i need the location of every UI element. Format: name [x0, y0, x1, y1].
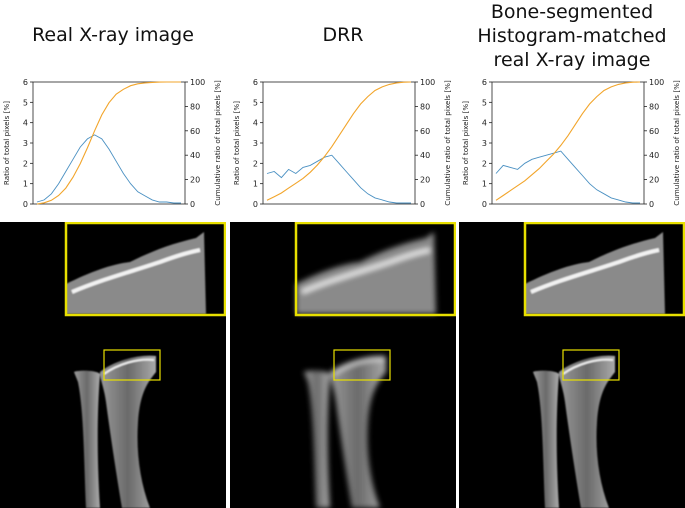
right-tick-label: 60	[649, 127, 659, 136]
panel-matched-xray: Bone-segmented Histogram-matched real X-…	[459, 0, 685, 508]
panel-title: Real X-ray image	[0, 24, 226, 46]
left-tick-label: 0	[253, 200, 258, 209]
left-tick-label: 0	[23, 200, 28, 209]
zoomed-inset	[294, 222, 456, 317]
left-tick-label: 2	[482, 159, 487, 168]
cumulative-series-line	[495, 81, 641, 201]
right-tick-label: 80	[190, 102, 200, 111]
panel-title-line: real X-ray image	[493, 49, 651, 71]
left-tick-label: 1	[253, 180, 258, 189]
joint-line	[103, 358, 155, 375]
panel-title-line: Histogram-matched	[477, 25, 667, 47]
left-tick-label: 4	[23, 119, 28, 128]
right-tick-label: 80	[649, 102, 659, 111]
left-tick-label: 0	[482, 200, 487, 209]
right-tick-label: 20	[649, 176, 659, 185]
plot-frame	[262, 81, 416, 205]
joint-line	[562, 358, 614, 375]
left-tick-label: 4	[482, 119, 487, 128]
right-tick-label: 0	[420, 200, 425, 209]
roi-box	[333, 349, 391, 381]
right-tick-label: 80	[420, 102, 430, 111]
left-axis-label: Ratio of total pixels [%]	[2, 101, 11, 185]
inset-cortex-line	[301, 248, 431, 294]
cumulative-series-line	[36, 81, 181, 205]
left-tick-label: 3	[23, 139, 28, 148]
bone-group	[533, 355, 615, 508]
right-tick-label: 40	[649, 151, 659, 160]
right-axis-label: Cumulative ratio of total pixels [%]	[213, 80, 222, 206]
right-tick-label: 0	[649, 200, 654, 209]
panel-real-xray: Real X-ray image 0 1 2 3 4 5 6 0 20 40 60 80 100 Rati…	[0, 0, 226, 508]
inset-bone	[525, 232, 665, 314]
bone-group	[74, 355, 156, 508]
histogram-series-line	[36, 134, 181, 204]
panel-title: DRR	[230, 24, 456, 46]
right-tick-label: 40	[190, 151, 200, 160]
left-tick-label: 3	[253, 139, 258, 148]
left-tick-label: 5	[253, 98, 258, 107]
inset-cortex-line	[530, 248, 660, 294]
right-axis-label: Cumulative ratio of total pixels [%]	[443, 80, 452, 206]
bone-group	[304, 355, 386, 508]
left-tick-label: 6	[23, 78, 28, 87]
left-tick-label: 2	[253, 159, 258, 168]
panel-title-line: DRR	[322, 24, 364, 46]
panel-drr: DRR 0 1 2 3 4 5 6 0 20 40 60 80 100 Ratio of total pi…	[230, 0, 456, 508]
right-tick-label: 60	[420, 127, 430, 136]
left-tick-label: 6	[482, 78, 487, 87]
plot-frame	[32, 81, 186, 205]
fibula-shape	[74, 370, 100, 508]
inset-cortex-line	[71, 248, 201, 294]
histogram-series-line	[495, 150, 640, 204]
inset-frame	[294, 222, 456, 317]
panel-title: Bone-segmented Histogram-matched real X-…	[459, 0, 685, 72]
right-tick-label: 20	[190, 176, 200, 185]
xray-image	[459, 222, 685, 508]
right-tick-label: 100	[649, 78, 664, 87]
inset-bone	[296, 232, 436, 314]
tibia-shape	[100, 355, 156, 508]
histogram-series-line	[266, 154, 411, 204]
plot-frame	[491, 81, 645, 205]
right-tick-label: 100	[190, 78, 205, 87]
inset-frame	[523, 222, 685, 317]
left-tick-label: 5	[23, 98, 28, 107]
right-tick-label: 40	[420, 151, 430, 160]
fibula-shape	[533, 370, 559, 508]
cumulative-series-line	[266, 81, 412, 201]
xray-image	[230, 222, 456, 508]
tibia-shape	[559, 355, 615, 508]
zoomed-inset	[64, 222, 226, 317]
inset-bone	[66, 232, 206, 314]
fibula-shape	[304, 370, 330, 508]
right-tick-label: 0	[190, 200, 195, 209]
left-tick-label: 2	[23, 159, 28, 168]
left-axis-label: Ratio of total pixels [%]	[232, 101, 241, 185]
right-tick-label: 60	[190, 127, 200, 136]
roi-box	[562, 349, 620, 381]
left-tick-label: 1	[482, 180, 487, 189]
left-tick-label: 4	[253, 119, 258, 128]
tibia-shape	[330, 355, 386, 508]
left-tick-label: 6	[253, 78, 258, 87]
left-tick-label: 3	[482, 139, 487, 148]
roi-box	[103, 349, 161, 381]
zoomed-inset	[523, 222, 685, 317]
right-tick-label: 100	[420, 78, 435, 87]
inset-frame	[64, 222, 226, 317]
left-tick-label: 1	[23, 180, 28, 189]
right-tick-label: 20	[420, 176, 430, 185]
joint-line	[333, 358, 385, 375]
xray-image	[0, 222, 226, 508]
panel-title-line: Real X-ray image	[32, 24, 194, 46]
left-axis-label: Ratio of total pixels [%]	[461, 101, 470, 185]
left-tick-label: 5	[482, 98, 487, 107]
panel-title-line: Bone-segmented	[490, 1, 654, 23]
right-axis-label: Cumulative ratio of total pixels [%]	[672, 80, 681, 206]
